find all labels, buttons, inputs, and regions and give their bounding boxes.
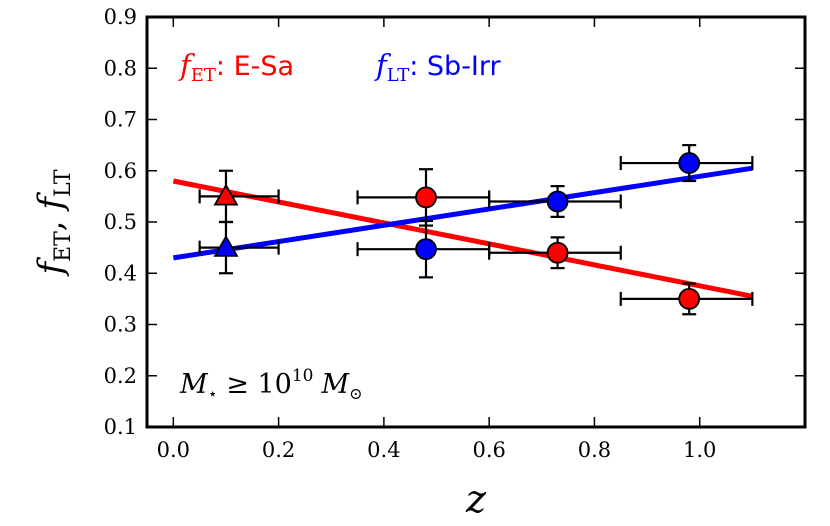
fit-lines-layer [172,165,753,299]
y-tick-label: 0.7 [104,108,137,132]
x-tick-label: 1.0 [683,438,716,462]
marker-lt-3 [678,152,701,174]
marker-lt-1 [415,238,437,261]
mass-annotation: M⋆ ≥ 1010 M⊙ [179,366,363,403]
legend-lt-label: : Sb-Irr [409,51,501,82]
legend-et-label: : E-Sa [216,51,294,82]
marker-et-0 [213,183,239,206]
y-tick-label: 0.6 [104,159,137,183]
x-tick-label: 0.0 [157,438,190,462]
x-tick-label: 0.8 [578,438,611,462]
error-bars-layer [198,144,754,316]
legend-lt-subscript: LT [387,65,410,86]
y-tick-label: 0.4 [104,261,137,285]
annot-msun: M [320,369,350,400]
y-tick-label: 0.2 [104,364,137,388]
legend-entry-et: fET: E-Sa [178,48,294,86]
marker-et-2 [546,241,569,264]
legend-entry-lt: fLT: Sb-Irr [374,48,502,86]
y-tick-label: 0.9 [104,5,137,29]
marker-et-3 [678,287,701,310]
annot-exponent: 10 [292,366,314,386]
x-axis-label: z [465,477,487,521]
x-tick-label: 0.4 [367,438,400,462]
legend-et-subscript: ET [191,65,216,86]
fit-line-et [172,178,753,299]
y-tick-label: 0.1 [104,415,137,439]
annot-m: M [179,369,209,400]
marker-et-1 [415,186,437,209]
markers-layer [213,152,701,310]
x-tick-label: 0.2 [262,438,295,462]
y-tick-label: 0.8 [104,56,137,80]
y-axis-label: fET, fLT [31,169,76,277]
fit-line-lt [172,165,753,261]
y-tick-label: 0.3 [104,313,137,337]
y-axis-label-group: fET, fLT [31,169,76,277]
x-tick-label: 0.6 [472,438,505,462]
error-bar-et-0 [198,169,280,224]
axes-layer: 0.0 0.2 0.4 0.6 0.8 1.0 0.1 0.2 0.3 0.4 0.5 0.6 0.7 0… [104,5,807,462]
marker-lt-2 [546,190,569,213]
annot-star: ⋆ [208,384,218,403]
annot-geq: ≥ 10 [218,369,292,400]
marker-lt-0 [213,234,239,257]
annot-odot: ⊙ [349,384,362,403]
y-tick-label: 0.5 [104,210,137,234]
error-bar-lt-0 [198,220,280,275]
